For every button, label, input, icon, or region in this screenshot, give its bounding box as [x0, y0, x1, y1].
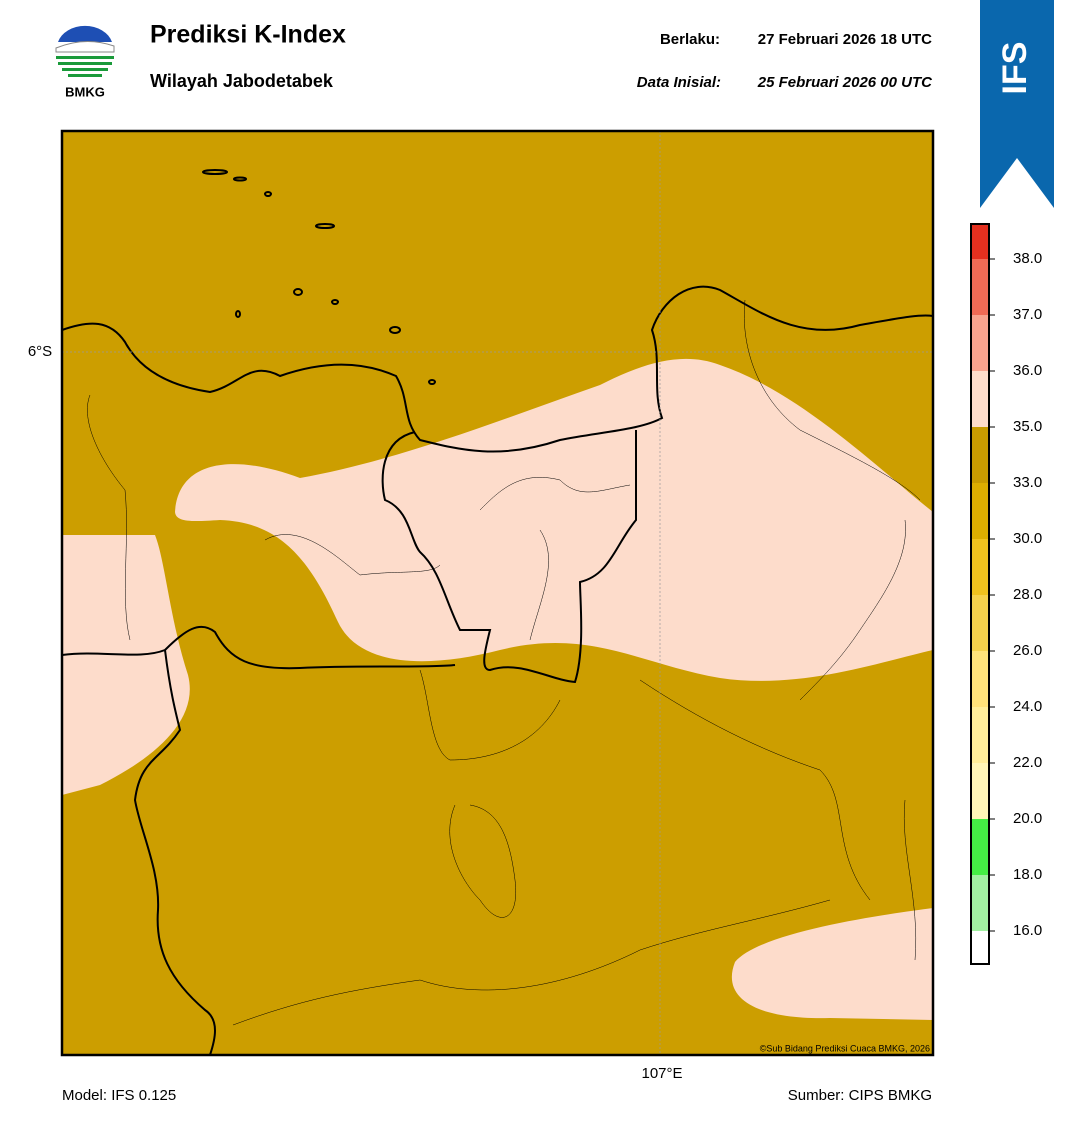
logo-text: BMKG — [65, 84, 105, 99]
colorbar-tick-label: 20.0 — [1013, 810, 1042, 827]
colorbar-segment — [971, 707, 989, 763]
district-borders — [87, 299, 921, 1026]
colorbar-tick-label: 33.0 — [1013, 474, 1042, 491]
colorbar: 16.0 18.0 20.0 22.0 24.0 26.0 28.0 30.0 33.0 35.0… — [970, 223, 1042, 965]
source: Sumber: CIPS BMKG — [788, 1087, 932, 1104]
map: ©Sub Bidang Prediksi Cuaca BMKG, 2026 — [60, 129, 935, 1057]
colorbar-tick-label: 28.0 — [1013, 586, 1042, 603]
colorbar-segment — [971, 427, 989, 483]
colorbar-segment — [971, 371, 989, 427]
valid-time: 27 Februari 2026 18 UTC — [758, 31, 932, 48]
colorbar-segment — [971, 763, 989, 819]
colorbar-tick-label: 30.0 — [1013, 530, 1042, 547]
init-label: Data Inisial: — [637, 74, 721, 91]
coastline — [61, 169, 934, 1056]
colorbar-segment — [971, 259, 989, 315]
colorbar-tick-label: 35.0 — [1013, 418, 1042, 435]
k-index-area — [62, 535, 190, 795]
valid-label: Berlaku: — [660, 31, 720, 48]
model: Model: IFS 0.125 — [62, 1087, 176, 1104]
colorbar-tick-label: 26.0 — [1013, 642, 1042, 659]
colorbar-tick-label: 38.0 — [1013, 250, 1042, 267]
colorbar-segment — [971, 224, 989, 259]
colorbar-tick-label: 24.0 — [1013, 698, 1042, 715]
colorbar-tick-label: 36.0 — [1013, 362, 1042, 379]
copyright: ©Sub Bidang Prediksi Cuaca BMKG, 2026 — [760, 1043, 930, 1053]
lat-label: 6°S — [28, 343, 52, 360]
colorbar-segment — [971, 931, 989, 964]
colorbar-tick-label: 37.0 — [1013, 306, 1042, 323]
colorbar-segment — [971, 539, 989, 595]
lon-label: 107°E — [641, 1065, 682, 1082]
colorbar-segment — [971, 483, 989, 539]
colorbar-segment — [971, 819, 989, 875]
colorbar-tick-label: 18.0 — [1013, 866, 1042, 883]
init-time: 25 Februari 2026 00 UTC — [757, 74, 933, 91]
colorbar-tick-label: 22.0 — [1013, 754, 1042, 771]
badge-text: IFS — [996, 42, 1034, 95]
subtitle: Wilayah Jabodetabek — [150, 71, 334, 91]
title: Prediksi K-Index — [150, 21, 346, 49]
k-index-area — [175, 358, 933, 681]
colorbar-segment — [971, 595, 989, 651]
k-index-area — [731, 908, 933, 1020]
colorbar-segment — [971, 875, 989, 931]
colorbar-tick-label: 16.0 — [1013, 922, 1042, 939]
colorbar-frame — [970, 223, 990, 965]
colorbar-segment — [971, 651, 989, 707]
badge — [980, 0, 1054, 208]
logo: BMKG — [55, 25, 115, 99]
colorbar-segment — [971, 315, 989, 371]
